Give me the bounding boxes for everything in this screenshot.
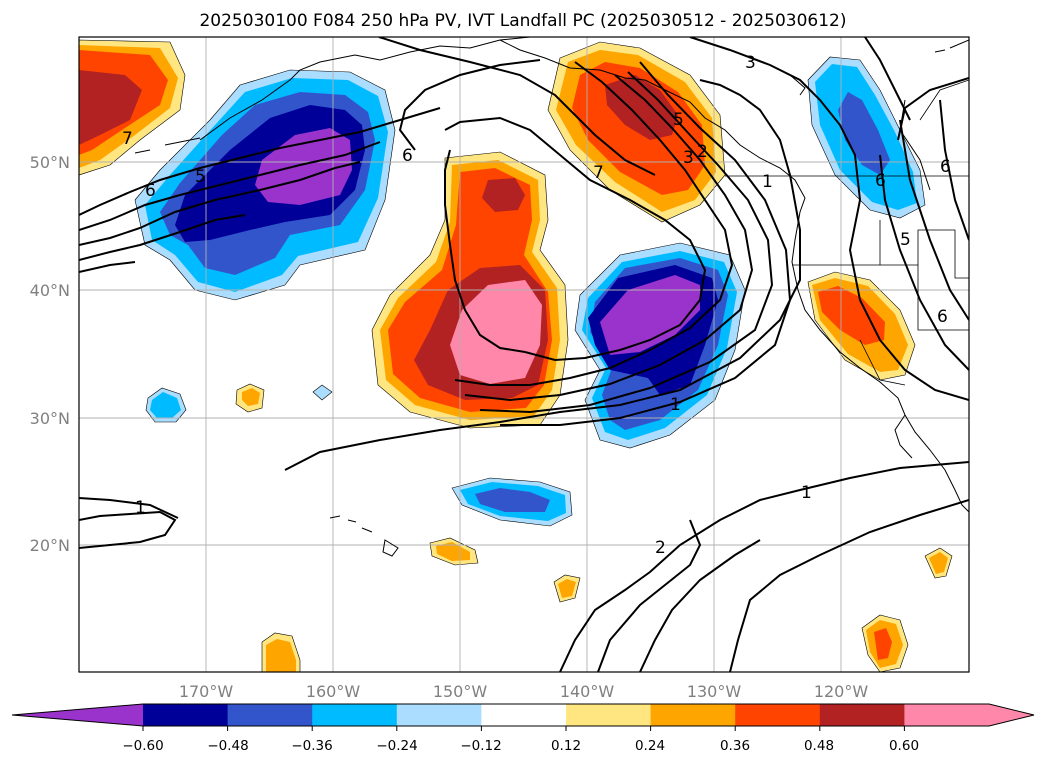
contour-label: 1: [801, 483, 812, 503]
contour-label: 1: [762, 172, 773, 192]
colorbar-segment: [566, 704, 652, 726]
contour-label: 5: [900, 230, 911, 250]
ivt-contour: [597, 519, 702, 672]
bc-coastline: [644, 79, 806, 213]
contour-label: 2: [655, 538, 666, 558]
lon-label-140w: 140°W: [560, 682, 615, 701]
pv-small-negative-2: [312, 384, 333, 401]
colorbar: [11, 703, 1035, 731]
ivt-contour: [729, 499, 969, 672]
colorbar-tick-label: −0.48: [207, 738, 248, 754]
ivt-contour: [897, 77, 969, 141]
colorbar-segment: [735, 704, 821, 726]
ivt-contour: [444, 116, 707, 362]
contour-label: 6: [937, 307, 948, 327]
ivt-contour: [500, 61, 792, 426]
ivt-contour: [284, 79, 801, 471]
colorbar-tick-label: 0.60: [889, 738, 919, 754]
map-frame: [78, 36, 970, 673]
lat-label-40n: 40°N: [30, 281, 70, 300]
colorbar-tick-label: 0.12: [551, 738, 581, 754]
ivt-contour: [689, 37, 969, 401]
contour-label: 3: [745, 53, 756, 73]
longitude-labels: 170°W 160°W 150°W 140°W 130°W 120°W: [179, 682, 869, 701]
colorbar-segment: [143, 704, 229, 726]
colorbar-segment: [481, 704, 567, 726]
lat-label-20n: 20°N: [30, 536, 70, 555]
lon-label-150w: 150°W: [433, 682, 488, 701]
alaska-coastline: [199, 37, 531, 141]
lon-label-160w: 160°W: [306, 682, 361, 701]
ivt-contour: [479, 71, 774, 414]
colorbar-segment: [227, 704, 313, 726]
colorbar-tick-label: −0.12: [460, 738, 501, 754]
contour-label: 3: [683, 148, 694, 168]
ivt-contour: [79, 107, 441, 216]
colorbar-segment: [396, 704, 482, 726]
ivt-contour: [444, 149, 526, 353]
colorbar-tick-label: −0.36: [291, 738, 332, 754]
contour-label: 1: [670, 395, 681, 415]
ivt-contour: [639, 539, 761, 672]
ivt-contour: [79, 141, 381, 231]
ivt-contour: [79, 261, 136, 273]
ivt-contour: [79, 214, 246, 261]
colorbar-tick-label: 0.36: [720, 738, 750, 754]
ivt-contour: [79, 510, 177, 549]
lon-label-170w: 170°W: [179, 682, 234, 701]
ivt-contour: [79, 497, 179, 519]
contour-label: 6: [402, 146, 413, 166]
contour-label: 5: [195, 167, 206, 187]
lat-label-30n: 30°N: [30, 409, 70, 428]
ivt-contour: [464, 74, 754, 402]
colorbar-extend-low: [12, 704, 143, 726]
colorbar-tick-label: 0.24: [635, 738, 665, 754]
colorbar-segment: [650, 704, 736, 726]
contour-label: 7: [593, 163, 604, 183]
latitude-labels: 50°N 40°N 30°N 20°N: [30, 153, 70, 555]
contour-labels: 1 1 1 1 2 2 3 3 5 5 5 6 6 6 6 7 7 6: [122, 53, 951, 558]
lat-label-50n: 50°N: [30, 153, 70, 172]
ivt-contour: [398, 59, 541, 151]
contour-label: 6: [875, 171, 886, 191]
contour-label: 5: [673, 110, 684, 130]
colorbar-segment: [312, 704, 398, 726]
colorbar-tick-label: −0.24: [376, 738, 417, 754]
colorbar-segment: [904, 704, 990, 726]
ivt-contour: [559, 461, 969, 672]
ivt-contour: [79, 161, 361, 246]
ivt-contour: [454, 61, 734, 386]
colorbar-tick-label: 0.48: [804, 738, 834, 754]
contour-label: 1: [135, 498, 146, 518]
colorbar-extend-high: [989, 704, 1034, 726]
lon-label-120w: 120°W: [814, 682, 869, 701]
contour-label: 6: [940, 157, 951, 177]
lon-label-130w: 130°W: [687, 682, 742, 701]
ivt-contour: [939, 99, 969, 241]
contour-label: 7: [122, 129, 133, 149]
ivt-contour: [864, 37, 911, 121]
ivt-contour: [879, 154, 969, 371]
contour-label: 2: [697, 142, 708, 162]
ivt-contours: [79, 37, 969, 672]
hawaii: [329, 515, 399, 557]
contour-label: 6: [145, 181, 156, 201]
us-west-coastline: [791, 211, 969, 513]
figure-title: 2025030100 F084 250 hPa PV, IVT Landfall…: [199, 11, 846, 31]
colorbar-segment: [819, 704, 905, 726]
colorbar-tick-labels: −0.60 −0.48 −0.36 −0.24 −0.12 0.12 0.24 …: [122, 738, 919, 754]
ivt-contour: [378, 37, 656, 176]
ivt-contour: [899, 119, 969, 321]
map-panel: 1 1 1 1 2 2 3 3 5 5 5 6 6 6 6 7 7 6: [79, 37, 969, 672]
colorbar-tick-label: −0.60: [122, 738, 163, 754]
